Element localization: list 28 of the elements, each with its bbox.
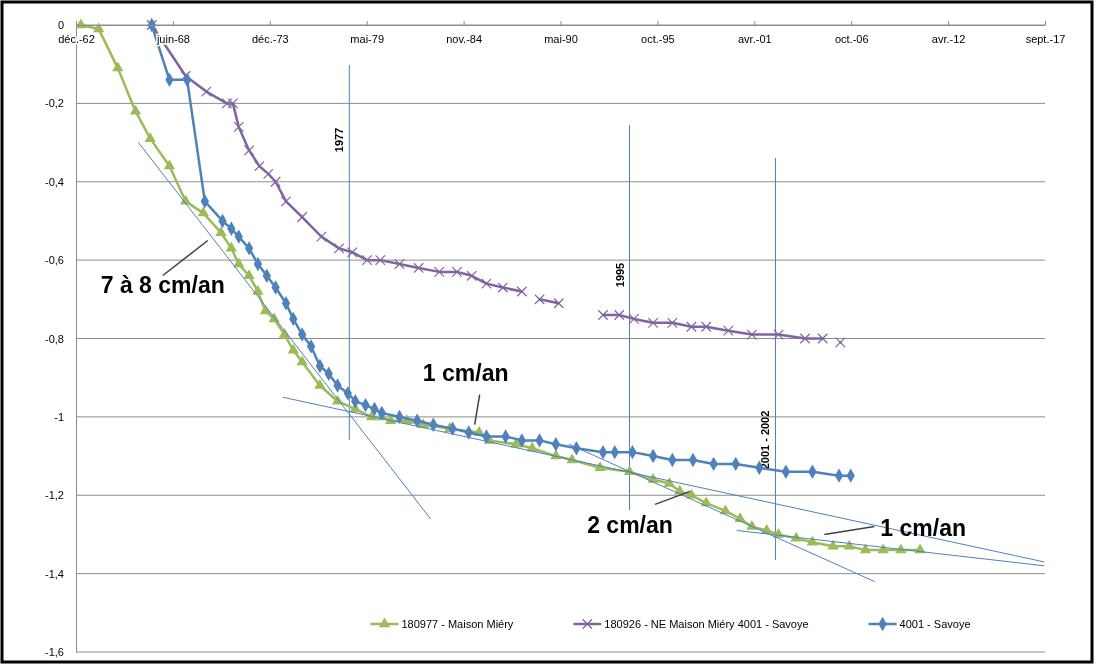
x-tick-label: oct.-95 (641, 32, 675, 45)
y-tick-label: -1,6 (45, 646, 64, 659)
x-tick-label: mai-79 (350, 32, 384, 45)
y-tick-label: -1,4 (45, 567, 64, 580)
x-tick-label: oct.-06 (834, 32, 869, 45)
y-tick-label: -0,4 (45, 175, 64, 188)
x-tick-label: sept.-17 (1025, 32, 1066, 45)
annotation: 7 à 8 cm/an (100, 271, 225, 298)
x-tick-label: déc.-62 (58, 32, 95, 45)
y-tick-label: 0 (57, 19, 64, 32)
annotation: 1 cm/an (880, 514, 967, 541)
ref-line-label: 1995 (613, 262, 626, 288)
x-tick-label: mai-90 (544, 32, 578, 45)
legend-label: 180926 - NE Maison Miéry 4001 - Savoye (604, 618, 809, 630)
x-tick-label: nov.-84 (446, 32, 483, 45)
y-tick-label: -1,2 (45, 489, 64, 502)
y-tick-label: -0,6 (45, 254, 64, 267)
y-tick-label: -0,2 (45, 97, 64, 110)
annotation: 1 cm/an (422, 359, 509, 386)
y-tick-label: -1 (54, 410, 64, 423)
ref-line-label: 1977 (333, 127, 346, 153)
x-tick-label: déc.-73 (251, 32, 289, 45)
y-tick-label: -0,8 (45, 332, 64, 345)
annotation: 2 cm/an (587, 512, 673, 539)
legend-label: 4001 - Savoye (899, 618, 971, 630)
legend-label: 180977 - Maison Miéry (401, 618, 514, 630)
x-tick-label: avr.-12 (931, 32, 966, 45)
x-tick-label: avr.-01 (737, 32, 772, 45)
